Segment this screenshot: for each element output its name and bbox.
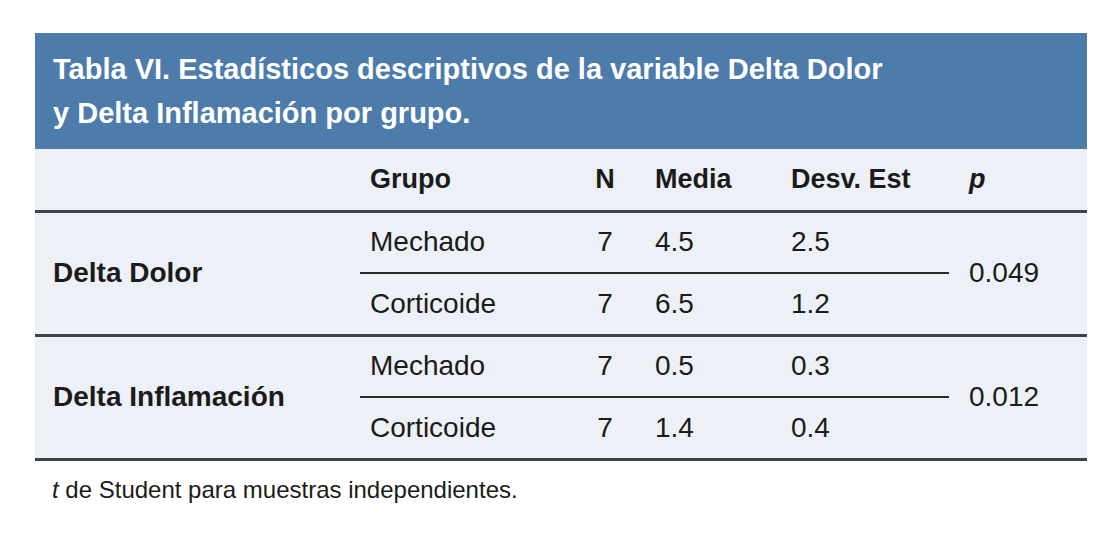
table-title-line-1: Tabla VI. Estadísticos descriptivos de l… xyxy=(53,47,1063,91)
cell-p-delta-inflamacion: 0.012 xyxy=(949,335,1087,459)
header-grupo: Grupo xyxy=(360,149,565,211)
header-empty xyxy=(35,149,360,211)
table-title-line-2: y Delta Inflamación por grupo. xyxy=(53,91,1063,135)
cell-desv: 0.4 xyxy=(773,397,949,459)
header-n: N xyxy=(565,149,645,211)
cell-grupo: Corticoide xyxy=(360,273,565,335)
cell-desv: 0.3 xyxy=(773,335,949,397)
cell-n: 7 xyxy=(565,397,645,459)
footnote-text: de Student para muestras independientes. xyxy=(59,476,518,503)
table-title: Tabla VI. Estadísticos descriptivos de l… xyxy=(35,33,1087,149)
cell-media: 4.5 xyxy=(645,211,773,273)
header-row: Grupo N Media Desv. Est p xyxy=(35,149,1087,211)
cell-n: 7 xyxy=(565,335,645,397)
cell-p-delta-dolor: 0.049 xyxy=(949,211,1087,335)
cell-desv: 2.5 xyxy=(773,211,949,273)
footnote: t de Student para muestras independiente… xyxy=(35,476,1087,504)
row-label-delta-dolor: Delta Dolor xyxy=(35,211,360,335)
cell-n: 7 xyxy=(565,211,645,273)
footnote-t-symbol: t xyxy=(52,476,59,503)
header-desv-est: Desv. Est xyxy=(773,149,949,211)
header-media: Media xyxy=(645,149,773,211)
stats-table: Grupo N Media Desv. Est p Delta Dolor Me… xyxy=(35,149,1087,461)
cell-media: 0.5 xyxy=(645,335,773,397)
cell-grupo: Mechado xyxy=(360,335,565,397)
header-p: p xyxy=(949,149,1087,211)
table-row-delta-inflamacion-mechado: Delta Inflamación Mechado 7 0.5 0.3 0.01… xyxy=(35,335,1087,397)
cell-grupo: Corticoide xyxy=(360,397,565,459)
table-row-delta-dolor-mechado: Delta Dolor Mechado 7 4.5 2.5 0.049 xyxy=(35,211,1087,273)
table-figure-card: Tabla VI. Estadísticos descriptivos de l… xyxy=(35,33,1087,504)
cell-media: 1.4 xyxy=(645,397,773,459)
cell-desv: 1.2 xyxy=(773,273,949,335)
cell-grupo: Mechado xyxy=(360,211,565,273)
row-label-delta-inflamacion: Delta Inflamación xyxy=(35,335,360,459)
cell-n: 7 xyxy=(565,273,645,335)
cell-media: 6.5 xyxy=(645,273,773,335)
